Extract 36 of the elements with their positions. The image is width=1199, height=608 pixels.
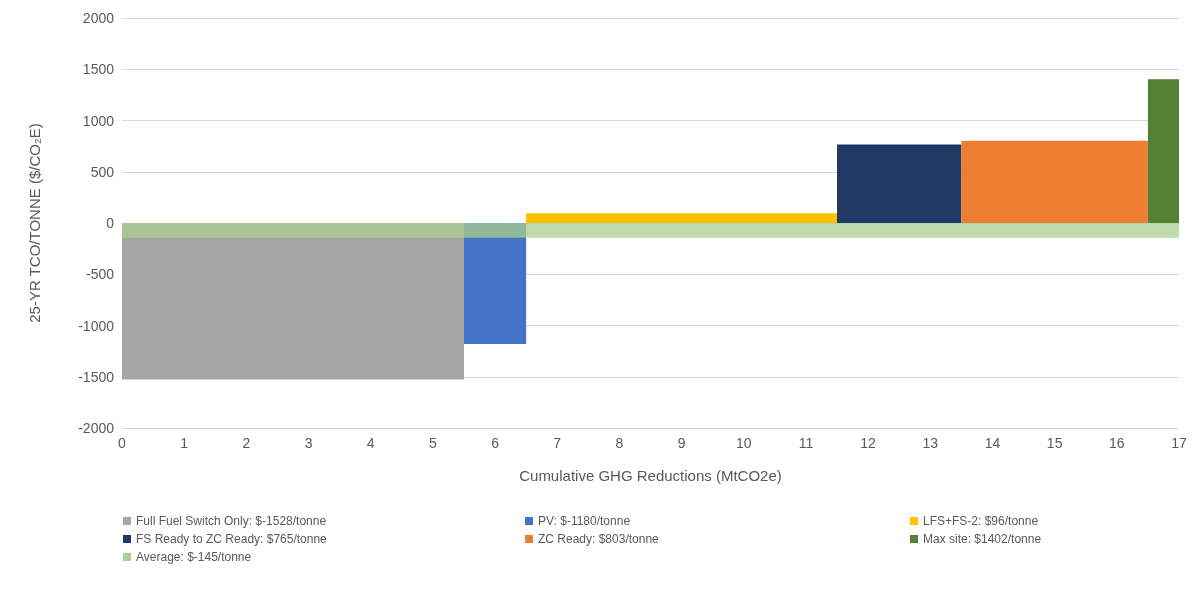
y-tick-label: 500 bbox=[90, 163, 115, 180]
x-tick-label: 12 bbox=[860, 435, 877, 451]
x-tick-label: 10 bbox=[735, 435, 752, 451]
x-tick-label: 14 bbox=[984, 435, 1001, 451]
x-tick-label: 7 bbox=[553, 435, 562, 451]
y-tick-label: 1000 bbox=[82, 112, 115, 129]
y-tick-label: -500 bbox=[85, 266, 115, 283]
legend-label: Average: $-145/tonne bbox=[136, 550, 252, 564]
y-tick-label: -1000 bbox=[78, 317, 115, 334]
x-tick-label: 11 bbox=[798, 435, 814, 451]
x-tick-label: 17 bbox=[1171, 435, 1187, 451]
y-tick-label: 1500 bbox=[82, 61, 115, 78]
x-tick-label: 3 bbox=[304, 435, 313, 451]
y-tick-label: -1500 bbox=[78, 368, 115, 385]
y-axis-title: 25-YR TCO/TONNE ($/CO₂E) bbox=[26, 123, 43, 323]
x-tick-label: 6 bbox=[491, 435, 500, 451]
y-tick-label: 2000 bbox=[82, 10, 115, 26]
legend-label: Max site: $1402/tonne bbox=[923, 532, 1042, 546]
x-tick-label: 4 bbox=[366, 435, 375, 451]
legend-label: FS Ready to ZC Ready: $765/tonne bbox=[136, 532, 328, 546]
y-tick-label: 0 bbox=[106, 215, 115, 231]
x-tick-label: 9 bbox=[677, 435, 686, 451]
x-axis-title: Cumulative GHG Reductions (MtCO2e) bbox=[519, 467, 782, 484]
legend-label: LFS+FS-2: $96/tonne bbox=[923, 514, 1039, 528]
x-tick-label: 15 bbox=[1046, 435, 1063, 451]
legend-label: PV: $-1180/tonne bbox=[538, 514, 631, 528]
x-tick-label: 13 bbox=[922, 435, 939, 451]
legend-label: Full Fuel Switch Only: $-1528/tonne bbox=[136, 514, 327, 528]
x-tick-label: 1 bbox=[180, 435, 189, 451]
x-tick-label: 16 bbox=[1109, 435, 1125, 451]
y-tick-label: -2000 bbox=[78, 420, 115, 436]
x-tick-label: 8 bbox=[615, 435, 624, 451]
x-tick-label: 0 bbox=[118, 435, 127, 451]
legend-label: ZC Ready: $803/tonne bbox=[538, 532, 660, 546]
x-tick-label: 5 bbox=[428, 435, 437, 451]
x-tick-label: 2 bbox=[242, 435, 251, 451]
